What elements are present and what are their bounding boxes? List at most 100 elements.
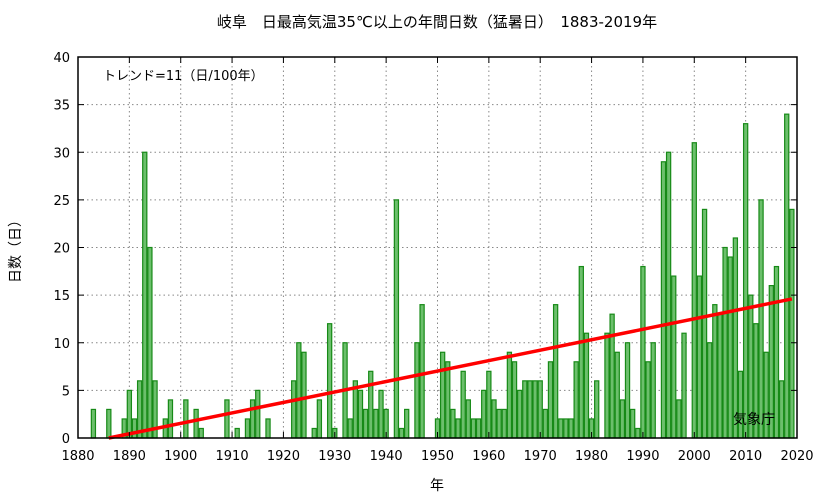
bar-2016 (773, 265, 780, 439)
bar-1953 (450, 408, 456, 439)
bar-1974 (558, 418, 564, 439)
y-tick-label: 5 (62, 384, 70, 399)
bar-2005 (717, 313, 723, 439)
bar-1909 (224, 399, 230, 439)
bar-1970 (537, 380, 543, 439)
bar-1955 (460, 370, 466, 439)
chart-title: 岐阜 日最高気温35℃以上の年間日数（猛暑日） 1883-2019年 (217, 13, 657, 31)
bar-1958 (475, 418, 482, 439)
bar-1998 (681, 332, 687, 439)
bar-1995 (665, 151, 672, 439)
bar-1956 (465, 399, 471, 439)
bar-1922 (291, 380, 297, 439)
x-tick-label: 1970 (524, 449, 557, 464)
bar-1981 (594, 380, 600, 439)
y-tick-label: 25 (53, 194, 70, 209)
x-tick-label: 1980 (575, 449, 608, 464)
bar-2007 (727, 256, 733, 439)
bar-1933 (347, 418, 353, 439)
bar-1988 (629, 408, 636, 439)
y-tick-label: 35 (53, 99, 70, 114)
bar-1914 (249, 399, 256, 439)
x-axis: 1880 1890 1900 1910 1920 1930 1940 1950 1960 1970… (61, 57, 814, 464)
bar-1967 (522, 380, 528, 439)
bar-1997 (676, 399, 682, 439)
bar-1929 (326, 323, 333, 439)
bar-2003 (707, 342, 713, 439)
bar-1983 (604, 332, 610, 439)
bar-1989 (635, 427, 641, 439)
bar-1915 (255, 389, 261, 439)
bar-1975 (563, 418, 569, 439)
x-tick-label: 1910 (216, 449, 249, 464)
bar-1976 (568, 418, 574, 439)
bar-2002 (701, 208, 708, 439)
bar-1986 (619, 399, 626, 439)
bar-2019 (789, 208, 795, 439)
bar-1959 (481, 389, 487, 439)
bar-1977 (573, 361, 579, 439)
bar-1962 (496, 408, 502, 439)
bar-1892 (136, 380, 143, 439)
x-tick-label: 1930 (318, 449, 351, 464)
x-tick-label: 2010 (729, 449, 762, 464)
bar-1969 (532, 380, 538, 439)
bar-1994 (660, 161, 667, 439)
bar-1898 (167, 399, 174, 439)
y-tick-label: 0 (62, 432, 70, 447)
bar-1984 (609, 313, 615, 439)
bar-1893 (142, 151, 148, 439)
x-tick-label: 2020 (780, 449, 813, 464)
bar-1947 (419, 304, 425, 439)
y-tick-label: 15 (53, 289, 70, 304)
trend-line (108, 297, 793, 440)
x-tick-label: 1950 (421, 449, 454, 464)
bar-1991 (645, 361, 651, 439)
bar-1961 (491, 399, 497, 439)
x-tick-label: 1920 (267, 449, 300, 464)
bar-1971 (542, 408, 549, 439)
bar-1938 (373, 408, 379, 439)
bar-1911 (234, 427, 240, 439)
y-tick-label: 30 (53, 146, 70, 161)
bar-1966 (517, 389, 523, 439)
bar-1935 (357, 389, 364, 439)
bar-1924 (301, 351, 307, 439)
bar-1891 (131, 418, 138, 439)
bar-1946 (414, 342, 420, 439)
x-axis-label: 年 (430, 478, 444, 494)
bar-1886 (106, 408, 112, 439)
bar-2010 (742, 123, 749, 439)
bar-1960 (486, 370, 492, 439)
bar-1894 (147, 246, 153, 439)
y-tick-label: 40 (53, 51, 70, 66)
bar-1992 (650, 342, 656, 439)
bar-1990 (640, 265, 646, 439)
bar-1972 (547, 361, 554, 439)
bars (90, 113, 795, 439)
bar-1903 (193, 408, 199, 439)
bar-1963 (501, 408, 507, 439)
bar-1957 (470, 418, 477, 439)
bar-2013 (758, 199, 764, 439)
x-tick-label: 1900 (164, 449, 197, 464)
bar-1951 (439, 351, 446, 439)
x-tick-label: 2000 (678, 449, 711, 464)
bar-1936 (362, 408, 369, 439)
x-tick-label: 1960 (472, 449, 505, 464)
bar-1964 (506, 351, 513, 439)
bar-1927 (316, 399, 323, 439)
y-axis: 0 5 10 15 20 25 30 35 40 (53, 51, 797, 447)
bar-2008 (732, 237, 739, 439)
bar-2018 (784, 113, 790, 439)
bar-1942 (393, 199, 400, 439)
bar-2000 (691, 142, 697, 439)
bar-1917 (265, 418, 271, 439)
bar-1901 (183, 399, 189, 439)
bar-1883 (90, 408, 97, 439)
bar-1937 (368, 370, 374, 439)
grid (78, 57, 797, 438)
bar-1965 (511, 361, 518, 439)
bar-1904 (198, 427, 204, 439)
